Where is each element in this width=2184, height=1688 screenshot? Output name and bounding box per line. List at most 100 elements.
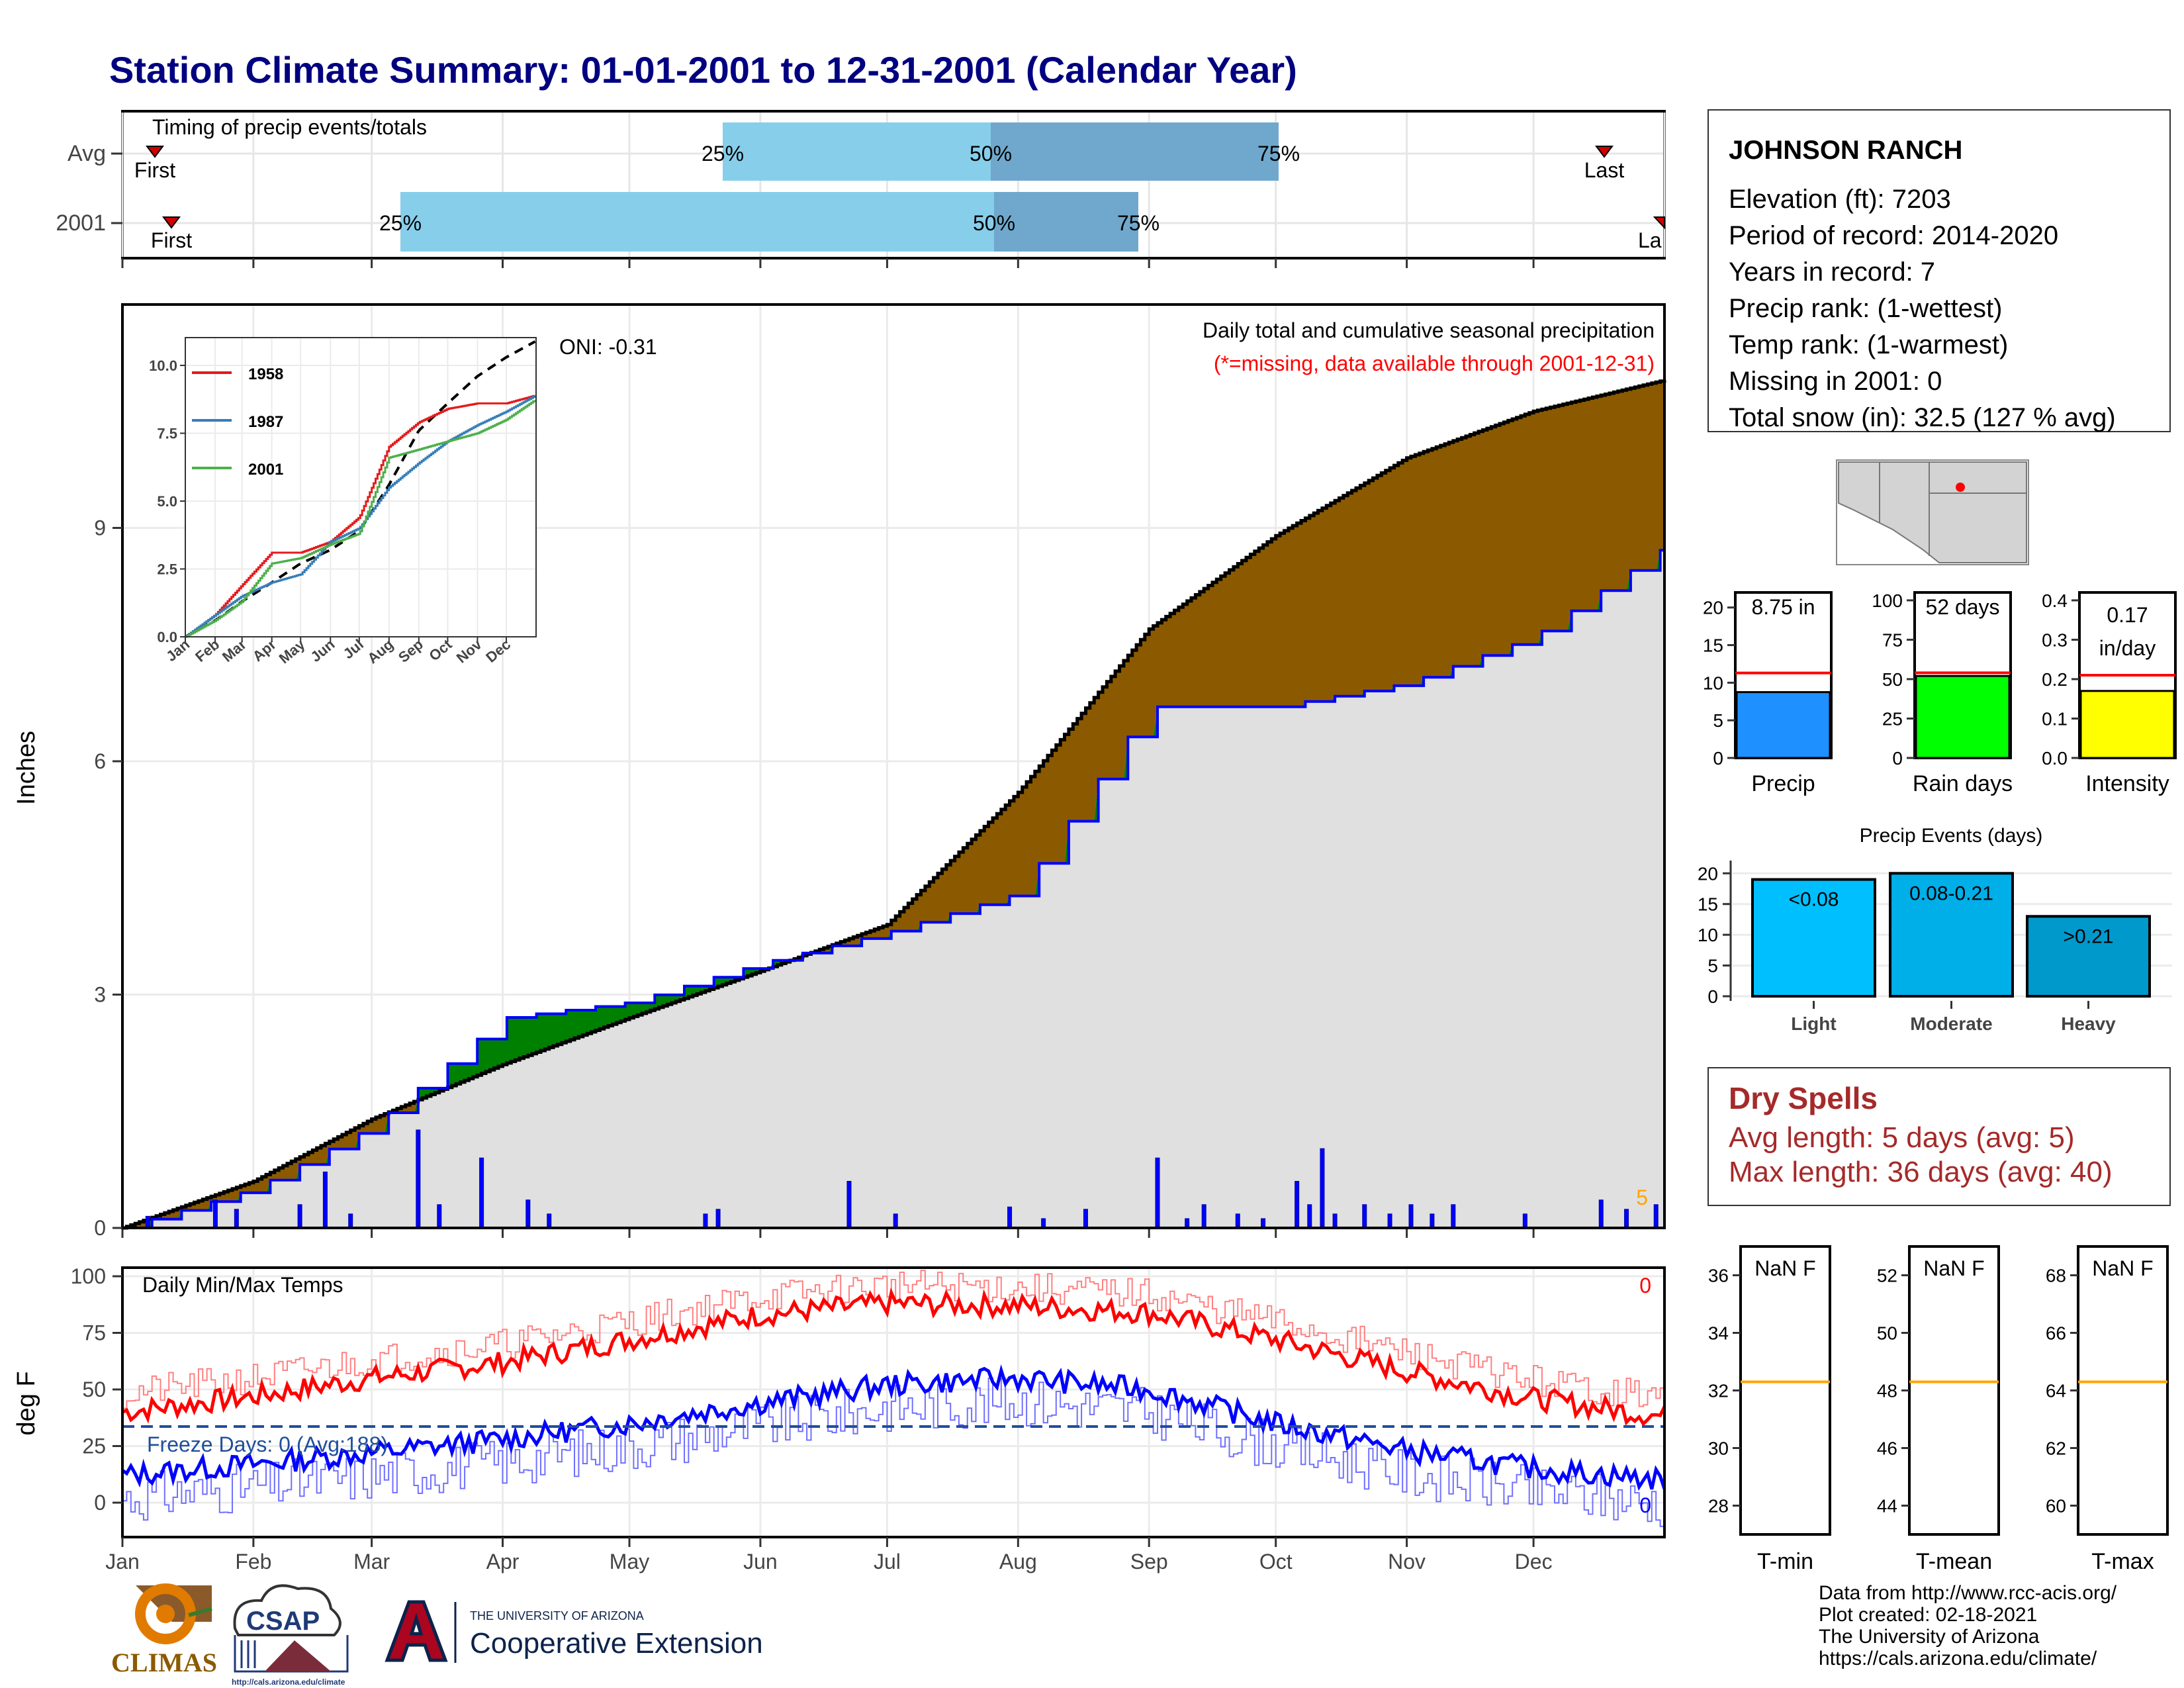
daily-precip-bar xyxy=(416,1129,421,1229)
daily-precip-bar xyxy=(1083,1209,1088,1229)
inset-ytick-label: 5.0 xyxy=(157,493,177,510)
precip-ytick-label: 3 xyxy=(94,983,106,1007)
precip-ylabel: Inches xyxy=(13,731,40,805)
temp-box-ytick-label: 34 xyxy=(1708,1323,1729,1344)
month-tick-label: Sep xyxy=(1130,1550,1168,1573)
daily-precip-bar xyxy=(1598,1199,1604,1229)
daily-precip-bar xyxy=(715,1209,721,1229)
month-tick-label: Aug xyxy=(999,1550,1037,1573)
temp-box-ytick-label: 46 xyxy=(1877,1438,1897,1459)
temp-box-ytick-label: 62 xyxy=(2046,1438,2066,1459)
timing-panel: Timing of precip events/totals Avg 2001 … xyxy=(56,110,1666,268)
month-tick-label: Jul xyxy=(874,1550,901,1573)
events-bar-moderate xyxy=(1889,872,2014,998)
daily-precip-bar xyxy=(1295,1181,1300,1229)
daily-precip-bar xyxy=(1041,1218,1046,1229)
avg-last-label: Last xyxy=(1584,158,1625,182)
daily-precip-bar xyxy=(1201,1204,1206,1229)
inset-series-1987 xyxy=(185,395,536,638)
precip-ytick-label: 6 xyxy=(94,749,106,773)
credit-line-university: The University of Arizona xyxy=(1819,1626,2040,1648)
temp-box-ytick-label: 50 xyxy=(1877,1323,1897,1344)
summary-category-label: Intensity xyxy=(2085,771,2169,796)
summary-bars: 0 5 10 15 20 8.75 in Precip 0 25 50 75 100 52 days Ra… xyxy=(1703,590,2177,796)
station-line-snow: Total snow (in): 32.5 (127 % avg) xyxy=(1729,403,2116,432)
daily-precip-bar xyxy=(1307,1204,1312,1229)
daily-precip-bar xyxy=(893,1213,898,1229)
dry-spells-avg: Avg length: 5 days (avg: 5) xyxy=(1729,1121,2075,1154)
ua-small-text: THE UNIVERSITY OF ARIZONA xyxy=(470,1609,644,1622)
yr-pct-25: 25% xyxy=(379,211,422,235)
temp-box-ytick-label: 66 xyxy=(2046,1323,2066,1344)
credit-line-created: Plot created: 02-18-2021 xyxy=(1819,1604,2038,1626)
daily-precip-bar xyxy=(1624,1209,1629,1229)
station-line-precip-rank: Precip rank: (1-wettest) xyxy=(1729,294,2003,323)
summary-value-bar xyxy=(1735,691,1831,759)
events-ytick-label: 20 xyxy=(1698,863,1718,884)
daily-precip-bar xyxy=(1387,1213,1392,1229)
temp-box-label: T-mean xyxy=(1916,1549,1992,1574)
daily-precip-bar xyxy=(1362,1204,1367,1229)
daily-precip-bar xyxy=(234,1209,239,1229)
summary-ytick-label: 0.0 xyxy=(2042,748,2068,769)
temp-box-value: NaN F xyxy=(2092,1256,2153,1280)
daily-precip-bar xyxy=(1430,1213,1435,1229)
summary-ytick-label: 25 xyxy=(1882,708,1903,729)
summary-ytick-label: 10 xyxy=(1703,673,1723,693)
yr-bar-25-50 xyxy=(400,192,994,252)
inset-legend: 1958 1987 2001 xyxy=(192,365,283,479)
summary-ytick-label: 0.2 xyxy=(2042,669,2068,690)
summary-value-bar xyxy=(1915,675,2011,759)
temp-box-ytick-label: 52 xyxy=(1877,1266,1897,1286)
daily-precip-bar xyxy=(1653,1204,1659,1229)
temp-ytick-label: 75 xyxy=(82,1321,106,1345)
temp-box-ytick-label: 68 xyxy=(2046,1266,2066,1286)
temp-ytick-label: 100 xyxy=(71,1264,106,1288)
station-location-marker-icon xyxy=(1956,483,1965,492)
ua-logo: THE UNIVERSITY OF ARIZONA Cooperative Ex… xyxy=(385,1600,763,1663)
avg-pct-75: 75% xyxy=(1257,142,1300,165)
daily-precip-bar xyxy=(1408,1204,1414,1229)
events-ytick-label: 10 xyxy=(1698,925,1718,945)
events-bar-light xyxy=(1751,878,1876,998)
inset-legend-2001: 2001 xyxy=(248,461,283,479)
precip-events-title: Precip Events (days) xyxy=(1860,825,2043,847)
summary-value-label: in/day xyxy=(2099,636,2156,660)
precip-events-chart: Precip Events (days) 0 5 10 15 20 <0.08 Light… xyxy=(1698,825,2172,1034)
avg-pct-50: 50% xyxy=(970,142,1012,165)
events-ytick-label: 5 xyxy=(1707,956,1718,976)
tmax-normal-line xyxy=(122,1270,1665,1409)
station-name: JOHNSON RANCH xyxy=(1729,136,1963,165)
summary-ytick-label: 0.3 xyxy=(2042,630,2068,650)
temp-box-ytick-label: 28 xyxy=(1708,1496,1729,1517)
temp-ytick-label: 0 xyxy=(94,1491,106,1515)
dry-spells-box: Dry Spells Avg length: 5 days (avg: 5) M… xyxy=(1707,1067,2171,1206)
climas-logo-text: CLIMAS xyxy=(111,1648,217,1677)
temp-box-ytick-label: 48 xyxy=(1877,1381,1897,1401)
precip-yticks: 0 3 6 9 xyxy=(94,516,122,1240)
temp-corner-bottom: 0 xyxy=(1639,1493,1651,1517)
temp-ytick-label: 50 xyxy=(82,1378,106,1401)
temp-box-label: T-min xyxy=(1757,1549,1813,1574)
inset-series-2001 xyxy=(185,400,536,638)
timing-row-2001: 2001 xyxy=(56,211,106,236)
csap-logo-text: CSAP xyxy=(246,1607,320,1636)
timing-row-avg: Avg xyxy=(68,141,106,166)
station-line-period: Period of record: 2014-2020 xyxy=(1729,221,2059,250)
dry-spells-max: Max length: 36 days (avg: 40) xyxy=(1729,1156,2113,1188)
summary-category-label: Precip xyxy=(1751,771,1815,796)
yr-first-marker-icon xyxy=(162,216,181,229)
temp-box-ytick-label: 64 xyxy=(2046,1381,2066,1401)
temp-summary-boxes: 28 30 32 34 36 NaN F T-min 44 46 48 50 52 NaN F T-mea… xyxy=(1708,1245,2169,1574)
temp-box-ytick-label: 32 xyxy=(1708,1381,1729,1401)
surplus-precip-fill xyxy=(122,547,1664,1228)
temp-yticks: 0 25 50 75 100 xyxy=(71,1264,122,1515)
inset-legend-1987: 1987 xyxy=(248,413,283,431)
yr-pct-75: 75% xyxy=(1117,211,1160,235)
yr-last-marker-icon xyxy=(1653,216,1665,230)
daily-precip-bar xyxy=(297,1204,302,1229)
summary-value-bar xyxy=(2079,690,2175,759)
summary-chart-intensity: 0.0 0.1 0.2 0.3 0.4 0.17 in/day Intensity xyxy=(2042,590,2177,796)
tmax-line xyxy=(121,1287,1666,1427)
temp-box-value: NaN F xyxy=(1754,1256,1815,1280)
